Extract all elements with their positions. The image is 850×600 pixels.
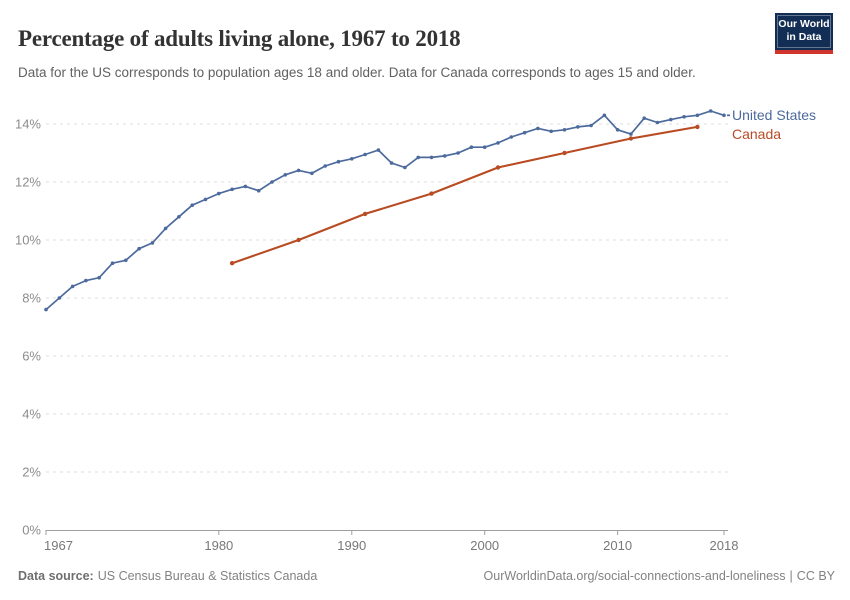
owid-logo[interactable]: Our World in Data: [775, 13, 833, 54]
united-states-marker[interactable]: [389, 161, 394, 165]
x-tick-label: 2000: [470, 538, 499, 553]
x-tick-label: 1990: [337, 538, 366, 553]
citation-url: OurWorldinData.org/social-connections-an…: [483, 569, 786, 583]
canada-marker[interactable]: [429, 191, 434, 196]
owid-logo-text: Our World in Data: [775, 18, 833, 44]
y-tick-label: 12%: [15, 175, 41, 190]
y-tick-label: 10%: [15, 233, 41, 248]
united-states-marker[interactable]: [456, 151, 460, 155]
united-states-marker[interactable]: [190, 203, 194, 207]
united-states-line[interactable]: [45, 110, 725, 311]
united-states-marker[interactable]: [270, 180, 274, 184]
united-states-marker[interactable]: [562, 128, 567, 132]
y-tick-label: 2%: [22, 465, 41, 480]
united-states-marker[interactable]: [642, 116, 646, 120]
united-states-marker[interactable]: [443, 154, 447, 158]
canada-marker[interactable]: [362, 211, 368, 217]
united-states-marker[interactable]: [323, 164, 328, 168]
united-states-marker[interactable]: [124, 258, 128, 263]
series-label-canada[interactable]: Canada: [732, 126, 781, 142]
canada-marker[interactable]: [296, 237, 301, 243]
united-states-marker[interactable]: [177, 215, 181, 219]
canada-marker[interactable]: [562, 150, 567, 156]
united-states-marker[interactable]: [336, 159, 341, 164]
united-states-marker[interactable]: [416, 155, 421, 160]
chart-subtitle: Data for the US corresponds to populatio…: [18, 64, 696, 80]
united-states-marker[interactable]: [589, 123, 593, 128]
y-tick-label: 0%: [22, 523, 41, 538]
united-states-marker[interactable]: [217, 191, 221, 196]
canada-marker[interactable]: [628, 136, 634, 141]
united-states-marker[interactable]: [97, 275, 101, 280]
united-states-marker[interactable]: [283, 173, 288, 177]
citation-separator: |: [789, 569, 793, 583]
united-states-marker[interactable]: [615, 128, 620, 132]
united-states-marker[interactable]: [482, 145, 487, 149]
united-states-marker[interactable]: [256, 188, 261, 193]
united-states-marker[interactable]: [536, 126, 540, 131]
united-states-marker[interactable]: [243, 184, 248, 189]
united-states-marker[interactable]: [230, 187, 234, 192]
united-states-marker[interactable]: [363, 152, 367, 157]
united-states-marker[interactable]: [403, 165, 407, 170]
page-title: Percentage of adults living alone, 1967 …: [18, 26, 461, 52]
y-tick-label: 4%: [22, 407, 41, 422]
united-states-marker[interactable]: [150, 241, 155, 245]
canada-line[interactable]: [231, 125, 699, 265]
united-states-marker[interactable]: [682, 115, 686, 119]
owid-logo-red-stripe: [775, 50, 833, 54]
citation-license: CC BY: [796, 569, 835, 583]
owid-logo-line2: in Data: [786, 31, 822, 43]
united-states-marker[interactable]: [376, 148, 381, 152]
y-tick-label: 14%: [15, 117, 41, 132]
owid-logo-keyline: [777, 15, 831, 48]
united-states-marker[interactable]: [429, 155, 434, 160]
data-source: Data source: US Census Bureau & Statistic…: [18, 569, 317, 583]
canada-marker[interactable]: [695, 124, 700, 130]
united-states-marker[interactable]: [296, 168, 301, 173]
united-states-marker[interactable]: [84, 278, 88, 283]
owid-logo-line1: Our World: [778, 18, 830, 30]
series-label-united-states[interactable]: United States: [732, 107, 816, 123]
united-states-marker[interactable]: [57, 296, 62, 300]
united-states-marker[interactable]: [722, 113, 726, 118]
united-states-marker[interactable]: [695, 113, 700, 118]
x-tick-label: 1980: [204, 538, 233, 553]
united-states-marker[interactable]: [469, 145, 474, 149]
united-states-marker[interactable]: [669, 117, 673, 122]
united-states-marker[interactable]: [629, 132, 633, 136]
data-source-label: Data source:: [18, 569, 94, 583]
united-states-marker[interactable]: [655, 120, 660, 125]
united-states-marker[interactable]: [522, 130, 527, 135]
united-states-marker[interactable]: [203, 197, 208, 202]
citation: OurWorldinData.org/social-connections-an…: [484, 569, 835, 583]
united-states-marker[interactable]: [137, 246, 141, 251]
y-tick-label: 8%: [22, 291, 41, 306]
canada-marker[interactable]: [495, 165, 501, 170]
united-states-marker[interactable]: [496, 141, 500, 145]
data-source-value: US Census Bureau & Statistics Canada: [97, 569, 318, 583]
united-states-marker[interactable]: [70, 284, 75, 289]
y-tick-label: 6%: [22, 349, 41, 364]
united-states-marker[interactable]: [549, 129, 553, 134]
united-states-marker[interactable]: [310, 171, 314, 176]
united-states-marker[interactable]: [350, 157, 354, 161]
x-tick-label: 2010: [603, 538, 632, 553]
united-states-marker[interactable]: [708, 109, 713, 113]
x-tick-label: 1967: [44, 538, 73, 553]
united-states-marker[interactable]: [602, 113, 607, 118]
united-states-marker[interactable]: [576, 125, 580, 129]
united-states-marker[interactable]: [163, 226, 168, 231]
x-tick-label: 2018: [710, 538, 739, 553]
united-states-marker[interactable]: [44, 307, 48, 312]
chart-footer: Data source: US Census Bureau & Statistic…: [18, 569, 835, 583]
canada-marker[interactable]: [229, 261, 235, 266]
united-states-marker[interactable]: [509, 135, 514, 139]
united-states-marker[interactable]: [110, 261, 115, 266]
